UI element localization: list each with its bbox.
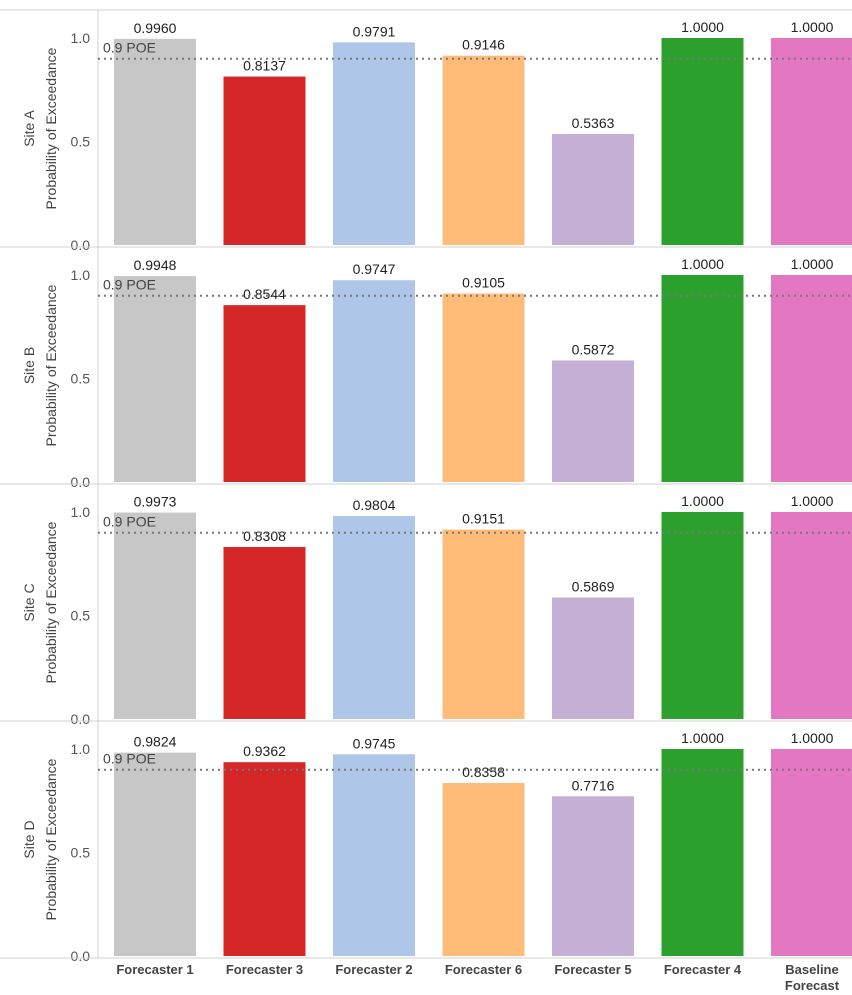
bar-value-label: 0.8137 bbox=[243, 58, 286, 74]
bar-value-label: 0.9948 bbox=[134, 257, 177, 273]
bar bbox=[442, 529, 525, 719]
panel-label: Site B bbox=[21, 347, 37, 384]
bar bbox=[552, 133, 634, 245]
y-tick-label: 1.0 bbox=[71, 267, 91, 283]
bar-value-label: 0.7716 bbox=[572, 777, 615, 793]
bar-value-label: 0.9146 bbox=[462, 37, 505, 53]
bar bbox=[771, 512, 852, 719]
bar bbox=[114, 276, 196, 482]
bar bbox=[223, 547, 306, 719]
y-axis-title: Probability of Exceedance bbox=[43, 521, 59, 683]
bar bbox=[333, 516, 415, 719]
bar-value-label: 0.5363 bbox=[572, 115, 615, 131]
reference-line-label: 0.9 POE bbox=[103, 277, 156, 293]
panel-label: Site C bbox=[21, 583, 37, 621]
bar-value-label: 0.9804 bbox=[353, 497, 396, 513]
reference-line-label: 0.9 POE bbox=[103, 40, 156, 56]
x-tick-label: Forecaster 3 bbox=[226, 962, 303, 977]
bar-value-label: 0.8358 bbox=[462, 764, 505, 780]
bar bbox=[114, 752, 196, 956]
x-tick-label: Forecaster 2 bbox=[335, 962, 412, 977]
bar bbox=[333, 42, 415, 246]
bar-value-label: 1.0000 bbox=[681, 730, 724, 746]
bar-value-label: 0.9973 bbox=[134, 494, 177, 510]
bar-value-label: 1.0000 bbox=[791, 256, 834, 272]
bar-value-label: 0.8544 bbox=[243, 286, 286, 302]
bar bbox=[223, 76, 306, 245]
bar-value-label: 0.9105 bbox=[462, 275, 505, 291]
panel-label: Site D bbox=[21, 820, 37, 858]
bar-value-label: 0.8308 bbox=[243, 528, 286, 544]
bar-value-label: 0.9151 bbox=[462, 511, 505, 527]
bar bbox=[771, 275, 852, 482]
bar-value-label: 1.0000 bbox=[681, 493, 724, 509]
bar bbox=[333, 280, 415, 482]
bar bbox=[442, 293, 525, 482]
bar-value-label: 0.9791 bbox=[353, 23, 396, 39]
y-tick-label: 0.0 bbox=[71, 711, 91, 727]
y-axis-title: Probability of Exceedance bbox=[43, 47, 59, 209]
bar bbox=[223, 305, 306, 482]
x-tick-label: Forecaster 5 bbox=[554, 962, 631, 977]
x-tick-label: Forecaster 1 bbox=[116, 962, 193, 977]
y-tick-label: 0.5 bbox=[71, 371, 91, 387]
bar-value-label: 0.9362 bbox=[243, 743, 286, 759]
reference-line-label: 0.9 POE bbox=[103, 514, 156, 530]
bar bbox=[223, 762, 306, 956]
bar bbox=[442, 782, 525, 956]
y-tick-label: 0.0 bbox=[71, 237, 91, 253]
y-axis-title: Probability of Exceedance bbox=[43, 284, 59, 446]
bar-value-label: 0.9747 bbox=[353, 261, 396, 277]
bar bbox=[442, 55, 525, 246]
y-tick-label: 0.5 bbox=[71, 608, 91, 624]
reference-line-label: 0.9 POE bbox=[103, 751, 156, 767]
y-axis-title: Probability of Exceedance bbox=[43, 758, 59, 920]
y-tick-label: 1.0 bbox=[71, 30, 91, 46]
bar bbox=[661, 749, 744, 956]
panel-label: Site A bbox=[21, 110, 37, 147]
bar bbox=[333, 754, 415, 956]
bar bbox=[661, 275, 744, 482]
bar bbox=[114, 512, 196, 719]
bar bbox=[661, 38, 744, 245]
y-tick-label: 0.5 bbox=[71, 134, 91, 150]
bar-value-label: 0.9745 bbox=[353, 735, 396, 751]
bar bbox=[114, 38, 196, 245]
y-tick-label: 0.0 bbox=[71, 948, 91, 964]
bar bbox=[661, 512, 744, 719]
bar-value-label: 0.9960 bbox=[134, 20, 177, 36]
bar bbox=[552, 597, 634, 719]
y-tick-label: 1.0 bbox=[71, 504, 91, 520]
bar-value-label: 1.0000 bbox=[681, 256, 724, 272]
bar bbox=[771, 38, 852, 245]
bar-value-label: 1.0000 bbox=[791, 19, 834, 35]
bar-value-label: 0.5872 bbox=[572, 341, 615, 357]
y-tick-label: 1.0 bbox=[71, 741, 91, 757]
bar-value-label: 0.9824 bbox=[134, 734, 177, 750]
x-tick-label: Forecaster 6 bbox=[445, 962, 522, 977]
bar bbox=[771, 749, 852, 956]
bar-value-label: 1.0000 bbox=[791, 730, 834, 746]
bar-value-label: 0.5869 bbox=[572, 579, 615, 595]
x-tick-label: Baseline Forecast bbox=[785, 962, 840, 993]
bar bbox=[552, 360, 634, 482]
bar-value-label: 1.0000 bbox=[681, 19, 724, 35]
bar-value-label: 1.0000 bbox=[791, 493, 834, 509]
x-tick-label: Forecaster 4 bbox=[664, 962, 742, 977]
y-tick-label: 0.5 bbox=[71, 845, 91, 861]
bar bbox=[552, 796, 634, 956]
y-tick-label: 0.0 bbox=[71, 474, 91, 490]
